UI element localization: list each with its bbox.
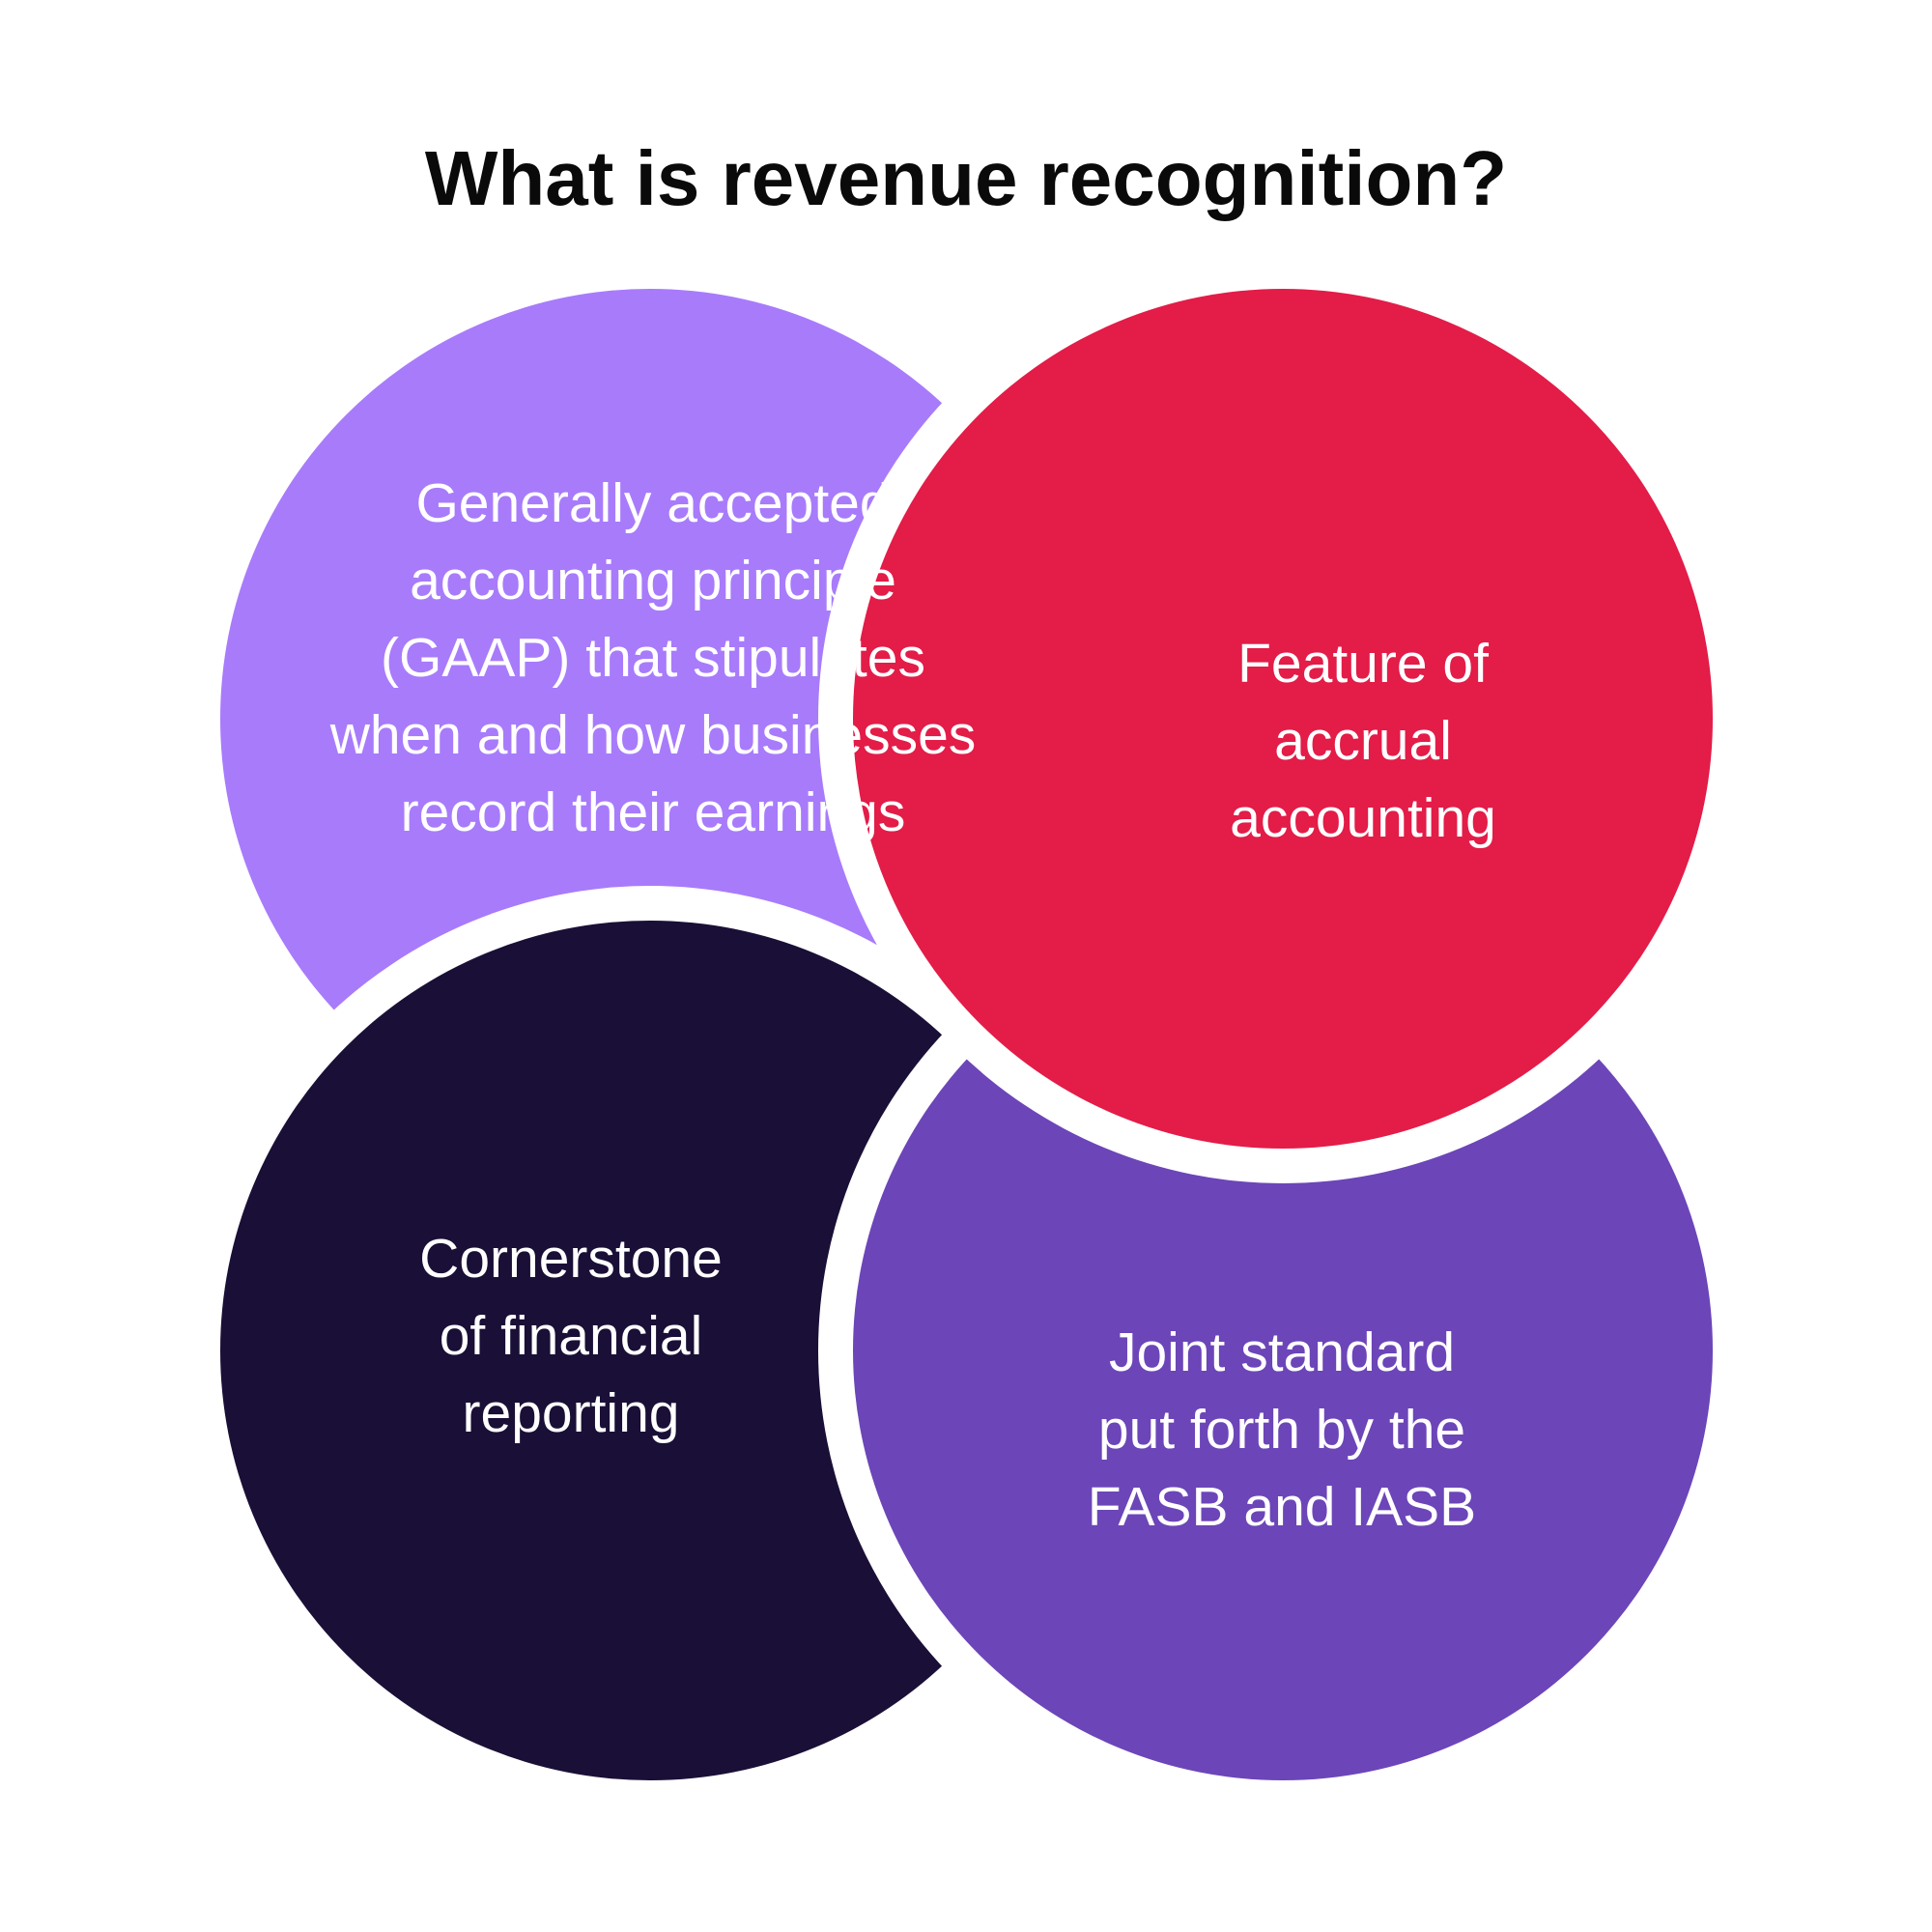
circle-gaap	[220, 289, 1080, 1149]
text-line: of financial	[440, 1305, 703, 1367]
text-line: when and how businesses	[329, 704, 977, 766]
text-line: accounting	[1230, 787, 1496, 849]
cornerstone-text: Cornerstone of financial reporting	[419, 1228, 723, 1444]
text-line: Joint standard	[1109, 1321, 1455, 1383]
text-line: FASB and IASB	[1088, 1476, 1476, 1538]
circle-accrual-shape	[853, 289, 1713, 1149]
text-line: put forth by the	[1098, 1399, 1465, 1461]
text-line: record their earnings	[401, 781, 906, 843]
circle-gaap-shape	[220, 289, 1080, 1149]
text-line: Generally accepted	[415, 472, 890, 534]
text-line: (GAAP) that stipulates	[381, 627, 925, 689]
joint-standard-text: Joint standard put forth by the FASB and…	[1088, 1321, 1476, 1538]
diagram-title: What is revenue recognition?	[425, 135, 1507, 221]
circle-cornerstone-shape	[220, 921, 1080, 1780]
circle-joint-standard-shape	[853, 921, 1713, 1780]
text-line: Cornerstone	[419, 1228, 723, 1290]
text-line: accounting principle	[410, 550, 896, 611]
text-line: reporting	[463, 1382, 680, 1444]
circle-accrual	[818, 254, 1747, 1183]
gaap-text: Generally accepted accounting principle …	[329, 472, 977, 843]
text-line: Feature of	[1237, 633, 1489, 695]
text-line: accrual	[1274, 710, 1452, 772]
accrual-text: Feature of accrual accounting	[1230, 633, 1496, 849]
